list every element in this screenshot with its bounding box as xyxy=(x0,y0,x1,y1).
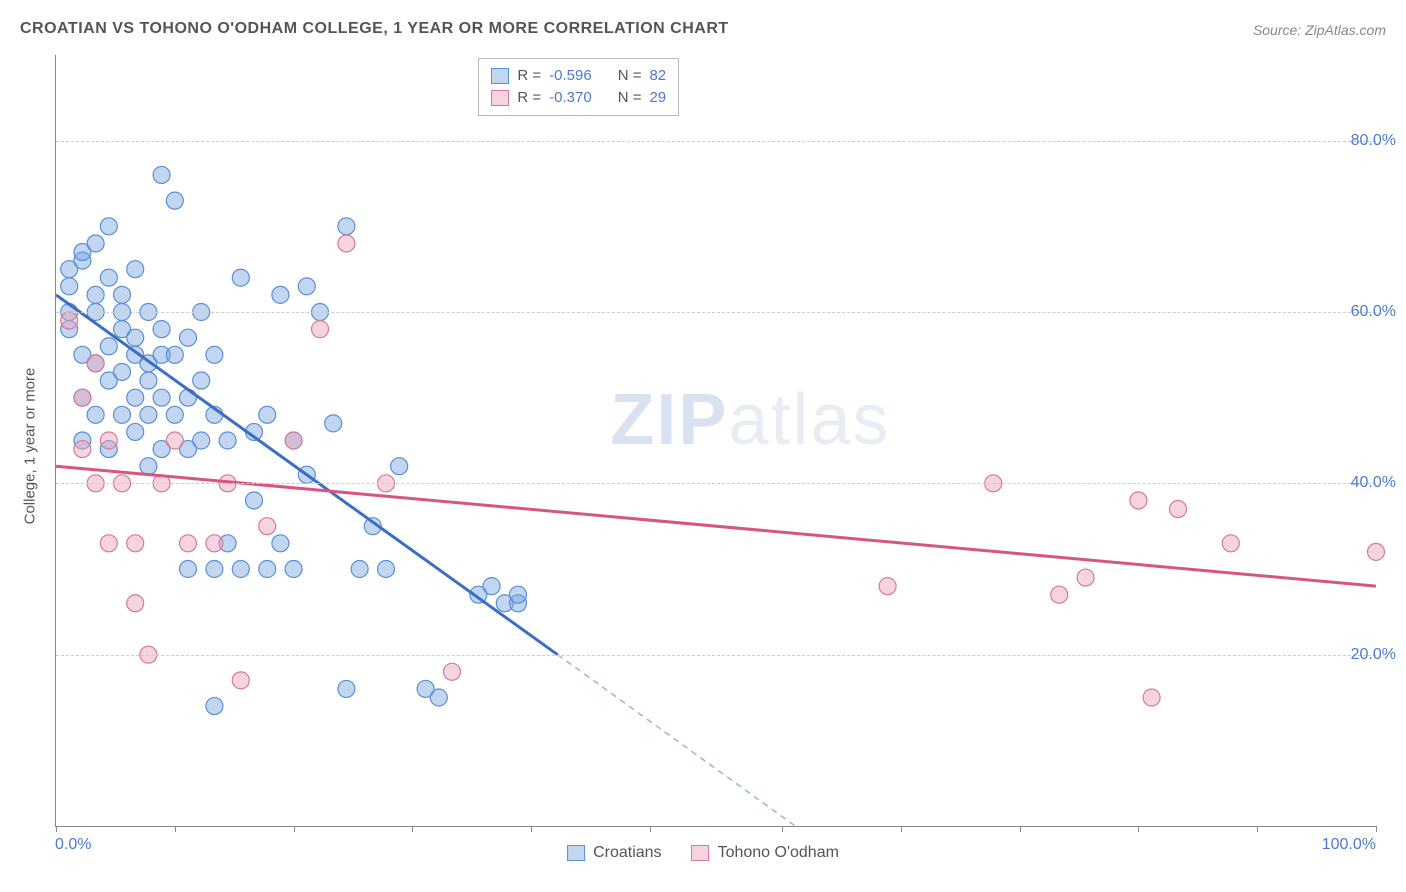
gridline xyxy=(56,655,1376,656)
gridline xyxy=(56,312,1376,313)
gridline xyxy=(56,141,1376,142)
swatch-croatians xyxy=(491,68,509,84)
legend-item-croatians: Croatians xyxy=(567,844,661,862)
y-tick-label: 20.0% xyxy=(1351,646,1396,664)
y-tick-label: 40.0% xyxy=(1351,474,1396,492)
y-tick-label: 60.0% xyxy=(1351,303,1396,321)
legend-label-croatians: Croatians xyxy=(593,844,661,862)
x-tick xyxy=(1138,826,1139,832)
swatch-tohono xyxy=(491,90,509,106)
x-tick-label-right: 100.0% xyxy=(1322,836,1376,854)
chart-svg xyxy=(56,55,1376,826)
x-tick xyxy=(531,826,532,832)
plot-area: ZIPatlas R = -0.596 N = 82 R = -0.370 N … xyxy=(55,55,1376,827)
legend-row-croatians: R = -0.596 N = 82 xyxy=(491,65,666,87)
y-tick-label: 80.0% xyxy=(1351,132,1396,150)
x-tick-label-left: 0.0% xyxy=(55,836,91,854)
x-tick xyxy=(782,826,783,832)
x-tick xyxy=(294,826,295,832)
chart-title: CROATIAN VS TOHONO O'ODHAM COLLEGE, 1 YE… xyxy=(20,20,729,38)
x-tick xyxy=(412,826,413,832)
x-tick xyxy=(56,826,57,832)
x-tick xyxy=(901,826,902,832)
y-axis-label: College, 1 year or more xyxy=(22,368,39,525)
legend-item-tohono: Tohono O'odham xyxy=(692,844,839,862)
x-tick xyxy=(1376,826,1377,832)
x-tick xyxy=(1257,826,1258,832)
gridline xyxy=(56,483,1376,484)
series-legend: Croatians Tohono O'odham xyxy=(567,844,839,862)
stats-legend: R = -0.596 N = 82 R = -0.370 N = 29 xyxy=(478,58,679,116)
swatch-tohono-icon xyxy=(692,845,710,861)
source-label: Source: ZipAtlas.com xyxy=(1253,22,1386,38)
x-tick xyxy=(175,826,176,832)
legend-label-tohono: Tohono O'odham xyxy=(718,844,839,862)
x-tick xyxy=(1020,826,1021,832)
swatch-croatians-icon xyxy=(567,845,585,861)
legend-row-tohono: R = -0.370 N = 29 xyxy=(491,87,666,109)
x-tick xyxy=(650,826,651,832)
